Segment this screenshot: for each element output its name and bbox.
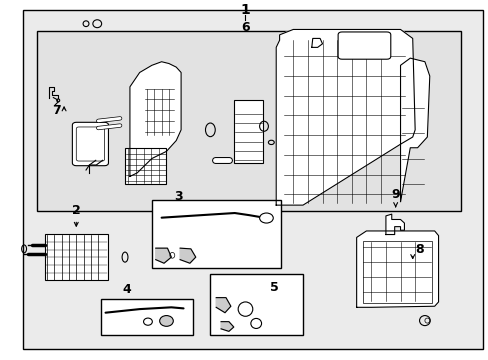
Bar bbox=[233, 100, 263, 163]
Text: 4: 4 bbox=[122, 283, 131, 296]
FancyBboxPatch shape bbox=[72, 122, 108, 166]
Ellipse shape bbox=[159, 316, 173, 326]
Polygon shape bbox=[216, 298, 230, 313]
Text: 3: 3 bbox=[174, 190, 183, 203]
Bar bbox=[362, 241, 431, 303]
Text: 6: 6 bbox=[241, 21, 249, 34]
Circle shape bbox=[259, 213, 273, 223]
Bar bbox=[210, 274, 303, 335]
Text: 9: 9 bbox=[390, 188, 399, 201]
Polygon shape bbox=[130, 62, 181, 176]
Polygon shape bbox=[180, 248, 195, 263]
Polygon shape bbox=[400, 58, 429, 202]
Text: 5: 5 bbox=[269, 281, 278, 294]
Text: 8: 8 bbox=[415, 243, 424, 256]
Polygon shape bbox=[311, 39, 322, 48]
Bar bbox=[125, 148, 166, 184]
Text: 1: 1 bbox=[240, 3, 250, 17]
Polygon shape bbox=[276, 30, 414, 205]
Bar bbox=[37, 31, 461, 211]
Polygon shape bbox=[356, 231, 438, 307]
Bar bbox=[152, 200, 281, 268]
Polygon shape bbox=[221, 321, 233, 331]
Polygon shape bbox=[385, 214, 404, 234]
FancyBboxPatch shape bbox=[337, 32, 390, 59]
Polygon shape bbox=[156, 248, 171, 263]
Text: 2: 2 bbox=[72, 204, 81, 217]
Bar bbox=[44, 234, 108, 280]
Bar bbox=[101, 299, 193, 335]
Text: 7: 7 bbox=[52, 104, 61, 117]
